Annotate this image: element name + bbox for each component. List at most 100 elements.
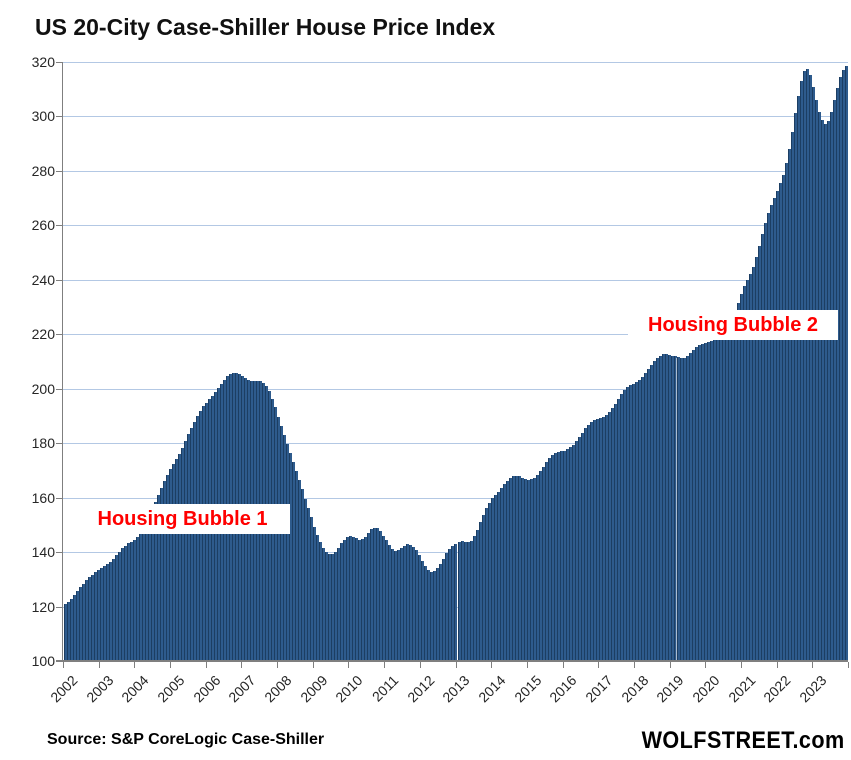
bar-month-18 — [117, 551, 121, 661]
bar-month-149 — [511, 476, 515, 661]
bar-month-157 — [535, 474, 539, 661]
bar-month-174 — [586, 424, 590, 661]
gridline-180 — [63, 443, 848, 445]
y-axis-tick — [56, 552, 63, 554]
bar-month-163 — [553, 452, 557, 661]
bar-month-107 — [385, 540, 389, 661]
bar-month-114 — [406, 544, 410, 661]
bar-month-159 — [541, 466, 545, 661]
y-axis-tick — [56, 170, 63, 172]
y-axis-label-220: 220 — [31, 326, 55, 343]
bar-month-209 — [692, 349, 696, 661]
y-axis-label-100: 100 — [31, 653, 55, 669]
x-axis-label-text: 2016 — [546, 672, 580, 706]
bar-month-126 — [442, 558, 446, 661]
bar-month-182 — [610, 408, 614, 661]
x-axis-label-text: 2015 — [510, 672, 545, 706]
bar-month-106 — [382, 535, 386, 661]
bar-month-81 — [307, 507, 311, 661]
x-axis-label-text: 2013 — [439, 672, 473, 706]
y-axis-tick — [56, 334, 63, 336]
bar-month-235 — [770, 204, 774, 661]
bar-month-33 — [162, 481, 166, 661]
bar-month-170 — [574, 441, 578, 661]
bar-month-31 — [156, 494, 160, 661]
bar-month-77 — [295, 471, 299, 661]
bar-month-169 — [571, 444, 575, 661]
bar-month-95 — [349, 536, 353, 661]
bar-month-168 — [568, 447, 572, 661]
bar-month-206 — [683, 357, 687, 661]
bar-month-91 — [337, 547, 341, 661]
bar-month-120 — [424, 566, 428, 661]
bar-month-21 — [126, 543, 130, 661]
bar-month-131 — [457, 542, 461, 661]
x-axis-tick — [419, 662, 421, 668]
bar-month-39 — [180, 447, 184, 661]
bar-month-10 — [93, 572, 97, 661]
bar-month-176 — [592, 420, 596, 661]
bar-month-141 — [487, 502, 491, 661]
bar-month-135 — [469, 540, 473, 661]
bar-month-32 — [159, 487, 163, 661]
x-axis-tick — [562, 662, 564, 668]
bar-month-87 — [325, 552, 329, 661]
bar-month-119 — [421, 560, 425, 661]
bar-month-242 — [791, 131, 795, 661]
bar-month-73 — [283, 435, 287, 661]
x-axis-tick — [669, 662, 671, 668]
bar-month-217 — [716, 336, 720, 661]
bar-month-24 — [135, 537, 139, 661]
bar-month-84 — [316, 534, 320, 661]
bar-month-185 — [619, 394, 623, 661]
bar-month-250 — [815, 99, 819, 661]
bar-month-243 — [794, 113, 798, 661]
annotation-housing-bubble-2: Housing Bubble 2 — [628, 310, 838, 340]
gridline-280 — [63, 170, 848, 172]
x-axis-tick — [633, 662, 635, 668]
bar-month-94 — [346, 536, 350, 661]
bar-month-201 — [668, 354, 672, 661]
bar-month-240 — [785, 163, 789, 661]
bar-month-78 — [298, 480, 302, 661]
bar-month-147 — [505, 480, 509, 661]
y-axis-label-280: 280 — [31, 162, 55, 179]
gridline-200 — [63, 388, 848, 390]
x-axis-tick — [98, 662, 100, 668]
y-axis-line — [62, 62, 63, 662]
bar-month-186 — [622, 390, 626, 661]
bar-month-14 — [105, 564, 109, 661]
bar-month-124 — [436, 568, 440, 661]
y-axis-tick — [56, 497, 63, 499]
bar-month-252 — [821, 120, 825, 661]
bar-month-82 — [310, 517, 314, 661]
bar-month-172 — [580, 432, 584, 661]
bar-month-245 — [800, 80, 804, 661]
bar-month-203 — [674, 356, 678, 661]
bar-month-144 — [496, 491, 500, 661]
bar-month-75 — [289, 453, 293, 661]
bar-month-224 — [737, 303, 741, 661]
bar-month-195 — [649, 365, 653, 661]
bar-month-110 — [394, 551, 398, 661]
x-axis-label-text: 2020 — [689, 672, 723, 706]
x-axis-label-text: 2021 — [724, 672, 759, 706]
bar-month-256 — [833, 100, 837, 661]
bar-month-36 — [171, 463, 175, 661]
x-axis-label-text: 2003 — [82, 672, 116, 706]
x-axis-tick — [170, 662, 172, 668]
bar-month-184 — [616, 399, 620, 661]
y-axis-label-320: 320 — [31, 54, 55, 70]
bar-month-193 — [643, 373, 647, 661]
bar-month-17 — [114, 555, 118, 661]
bar-month-1 — [66, 601, 70, 661]
annotation-housing-bubble-1: Housing Bubble 1 — [75, 504, 290, 534]
y-axis-tick — [56, 606, 63, 608]
bar-month-102 — [370, 529, 374, 661]
bar-month-6 — [81, 583, 85, 661]
bar-month-37 — [174, 458, 178, 661]
bar-month-139 — [481, 514, 485, 661]
bar-month-248 — [809, 75, 813, 661]
bar-month-208 — [689, 352, 693, 661]
bar-month-153 — [523, 478, 527, 661]
